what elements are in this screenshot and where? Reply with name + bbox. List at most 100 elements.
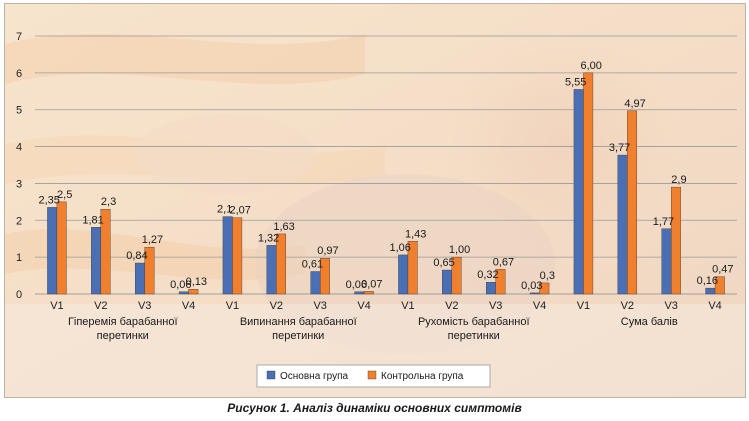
data-label: 0,03 (521, 280, 542, 292)
bar-main (442, 269, 453, 295)
data-label: 2,07 (229, 205, 250, 217)
bar-main (47, 207, 58, 295)
y-tick-label: 5 (16, 105, 22, 117)
x-category-label: V2 (270, 300, 283, 312)
bar-main (178, 291, 189, 295)
x-category-label: V4 (533, 300, 546, 312)
data-label: 2,9 (671, 174, 686, 186)
x-category-label: V2 (94, 300, 107, 312)
data-label: 4,97 (624, 98, 645, 110)
group-label: Рухомість барабанної перетинки (418, 316, 530, 342)
bar-main (91, 227, 102, 295)
data-label: 0,16 (697, 275, 718, 287)
data-label: 1,27 (142, 234, 163, 246)
bar-main (705, 287, 716, 295)
x-category-label: V3 (313, 300, 326, 312)
data-label: 3,77 (609, 142, 630, 154)
group-label: Сума балів (621, 316, 678, 328)
legend-swatch (367, 370, 377, 380)
y-tick-label: 4 (16, 142, 22, 154)
data-label: 2,5 (57, 189, 72, 201)
x-category-label: V2 (445, 300, 458, 312)
legend-label: Основна група (280, 371, 349, 382)
x-category-label: V2 (621, 300, 634, 312)
bar-main (134, 262, 145, 295)
data-label: 1,32 (258, 232, 279, 244)
bar-control (670, 186, 681, 295)
bar-main (485, 282, 496, 295)
background-photo (5, 4, 745, 397)
bar-control (495, 269, 506, 295)
x-category-label: V1 (401, 300, 414, 312)
data-label: 2,35 (38, 194, 59, 206)
y-tick-label: 2 (16, 215, 22, 227)
data-label: 5,55 (565, 76, 586, 88)
legend-label: Контрольна група (381, 371, 464, 382)
bar-control (188, 289, 199, 295)
x-axis: V1 V2 V3 V4 Гіперемія барабанної перетинки V1 V… (50, 300, 722, 342)
bar-control (539, 282, 550, 295)
data-label: 0,47 (712, 264, 733, 276)
y-tick-label: 6 (16, 68, 22, 80)
bar-main (529, 292, 540, 295)
bar-main (617, 154, 628, 295)
group-label: Гіперемія барабанної перетинки (68, 316, 178, 342)
bar-control (714, 276, 725, 295)
data-label: 1,06 (389, 242, 410, 254)
data-label: 0,32 (477, 269, 498, 281)
data-label: 2,1 (217, 204, 232, 216)
data-label: 1,77 (653, 216, 674, 228)
x-category-label: V1 (577, 300, 590, 312)
y-tick-label: 0 (16, 289, 22, 301)
y-tick-label: 3 (16, 178, 22, 190)
bar-control (583, 72, 594, 295)
data-label: 1,43 (405, 228, 426, 240)
x-category-label: V1 (50, 300, 63, 312)
data-label: 0,06 (346, 279, 367, 291)
x-category-label: V3 (664, 300, 677, 312)
x-category-label: V4 (708, 300, 721, 312)
data-label: 6,00 (580, 60, 601, 72)
bar-control (276, 233, 287, 295)
data-label: 0,65 (433, 257, 454, 269)
data-labels: 2,352,51,812,30,841,270,060,132,12,071,3… (38, 60, 733, 292)
bar-main (266, 245, 277, 295)
x-category-label: V4 (357, 300, 370, 312)
bar-control (232, 217, 243, 295)
x-category-label: V3 (489, 300, 502, 312)
group-label: Випинання барабанної перетинки (240, 316, 357, 342)
data-label: 0,07 (361, 278, 382, 290)
bar-control (407, 241, 418, 295)
legend: Основна група Контрольна група (256, 364, 491, 388)
data-label: 0,3 (540, 270, 555, 282)
x-category-label: V1 (226, 300, 239, 312)
data-label: 1,63 (273, 221, 294, 233)
legend-swatch (266, 370, 276, 380)
bar-main (310, 271, 321, 295)
x-category-label: V3 (138, 300, 151, 312)
data-label: 0,06 (170, 279, 191, 291)
data-label: 0,97 (317, 245, 338, 257)
bar-main (661, 228, 672, 295)
bar-control (56, 201, 67, 295)
bar-control (144, 246, 155, 295)
figure-caption: Рисунок 1. Аналіз динаміки основних симп… (227, 401, 522, 415)
bar-control (363, 291, 374, 295)
y-tick-label: 7 (16, 31, 22, 43)
bar-control (100, 209, 111, 295)
bar-main (398, 254, 409, 295)
data-label: 0,13 (186, 276, 207, 288)
data-label: 0,61 (302, 259, 323, 271)
data-label: 1,81 (82, 214, 103, 226)
y-axis: 0 1 2 3 4 5 6 7 (16, 31, 22, 301)
bar-main (573, 89, 584, 295)
bars (47, 72, 725, 295)
bar-control (627, 110, 638, 295)
data-label: 0,67 (493, 256, 514, 268)
bar-main (222, 216, 233, 295)
bar-main (354, 291, 365, 295)
data-label: 2,3 (101, 196, 116, 208)
bar-control (451, 256, 462, 295)
